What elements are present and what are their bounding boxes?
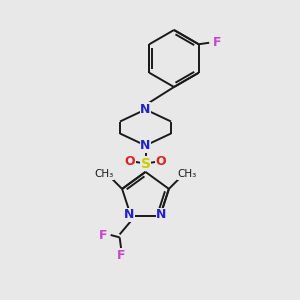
Text: S: S [140, 157, 151, 170]
Text: F: F [213, 36, 221, 49]
Text: O: O [124, 154, 135, 168]
Text: N: N [156, 208, 167, 221]
Text: F: F [117, 249, 125, 262]
Text: O: O [156, 154, 167, 168]
Text: CH₃: CH₃ [177, 169, 196, 179]
Text: F: F [99, 229, 108, 242]
Text: N: N [124, 208, 135, 221]
Text: CH₃: CH₃ [94, 169, 114, 179]
Text: N: N [140, 103, 151, 116]
Text: N: N [140, 139, 151, 152]
